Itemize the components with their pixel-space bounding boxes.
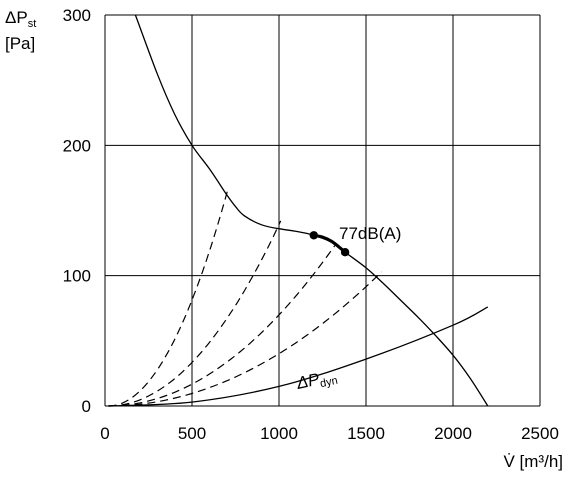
y-axis-label-sub: st <box>28 18 37 30</box>
y-tick-label-100: 100 <box>63 267 91 286</box>
y-tick-label-0: 0 <box>82 397 91 416</box>
curves <box>108 14 489 407</box>
x-tick-label-2000: 2000 <box>434 424 472 443</box>
operating-point-1 <box>309 231 318 240</box>
x-tick-label-1500: 1500 <box>347 424 385 443</box>
dynamic-pressure-label-sub: dyn <box>319 375 339 390</box>
system-curve-4 <box>108 271 383 407</box>
y-tick-label-300: 300 <box>63 6 91 25</box>
y-axis-unit: [Pa] <box>5 34 35 53</box>
dynamic-pressure-label: ΔPdyn <box>294 366 339 395</box>
fan-curve <box>134 14 489 407</box>
x-tick-label-1000: 1000 <box>260 424 298 443</box>
operating-range-segment <box>313 233 347 254</box>
system-curve-3 <box>108 245 336 407</box>
y-axis-label-main: ΔP <box>5 8 28 27</box>
operating-range-label: 77dB(A) <box>339 224 401 243</box>
system-curve-2 <box>108 220 282 407</box>
x-tick-label-0: 0 <box>100 424 109 443</box>
dynamic-pressure-label-main: ΔP <box>294 369 322 393</box>
y-axis-label: ΔPst <box>5 8 36 30</box>
y-tick-labels: 0 100 200 300 <box>63 6 91 416</box>
y-tick-label-200: 200 <box>63 136 91 155</box>
system-curve-1 <box>108 186 230 407</box>
x-tick-label-500: 500 <box>178 424 206 443</box>
dynamic-pressure-curve <box>108 306 489 407</box>
x-axis-label: V̇ [m³/h] <box>503 452 563 471</box>
operating-point-2 <box>340 248 350 257</box>
grid <box>104 14 541 407</box>
x-tick-label-2500: 2500 <box>521 424 559 443</box>
x-tick-labels: 0 500 1000 1500 2000 2500 <box>100 424 559 443</box>
